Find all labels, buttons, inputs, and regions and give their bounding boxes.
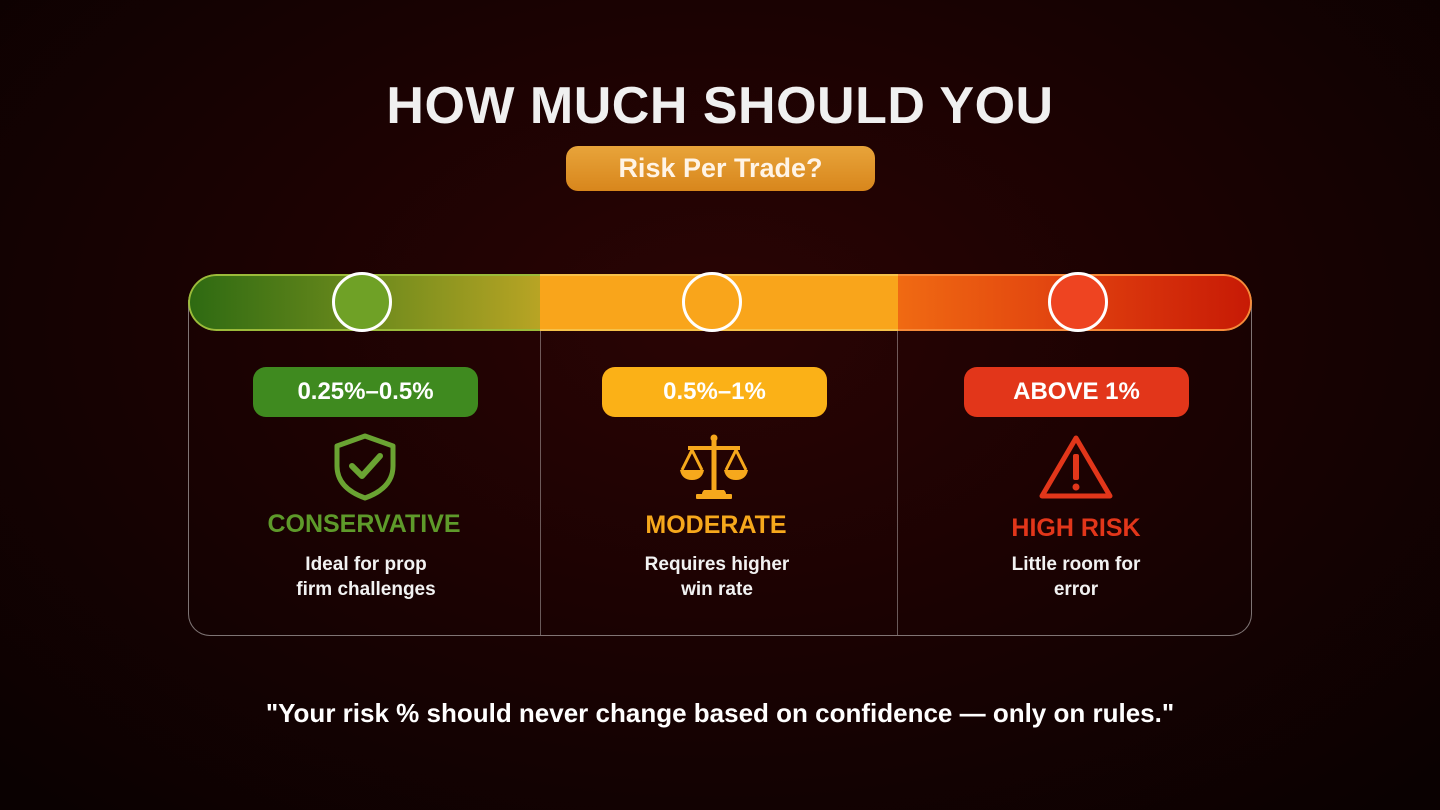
level-desc-moderate: Requires higher win rate <box>541 552 893 602</box>
quote: "Your risk % should never change based o… <box>265 698 1175 728</box>
desc-line: firm challenges <box>296 579 436 600</box>
divider <box>540 330 541 635</box>
warning-icon <box>1039 435 1113 499</box>
levels-panel <box>188 300 1252 636</box>
range-badge-conservative: 0.25%–0.5% <box>253 367 478 417</box>
knob-high-risk <box>1048 272 1108 332</box>
level-label-moderate: MODERATE <box>645 511 787 539</box>
scales-icon <box>680 434 748 499</box>
desc-line: error <box>1053 579 1099 600</box>
subtitle-pill: Risk Per Trade? <box>566 146 875 191</box>
desc-line: Ideal for prop <box>305 554 427 575</box>
shield-check-icon <box>334 433 396 501</box>
level-desc-high-risk: Little room for error <box>900 552 1252 602</box>
knob-moderate <box>682 272 742 332</box>
knob-conservative <box>332 272 392 332</box>
range-badge-high-risk: ABOVE 1% <box>964 367 1189 417</box>
desc-line: Little room for <box>1011 554 1141 575</box>
desc-line: win rate <box>681 579 753 600</box>
level-label-high-risk: HIGH RISK <box>1011 514 1141 542</box>
range-badge-moderate: 0.5%–1% <box>602 367 827 417</box>
divider <box>897 330 898 635</box>
page-title: HOW MUCH SHOULD YOU <box>386 77 1054 135</box>
level-desc-conservative: Ideal for prop firm challenges <box>190 552 542 602</box>
level-label-conservative: CONSERVATIVE <box>267 510 461 538</box>
desc-line: Requires higher <box>644 554 790 575</box>
